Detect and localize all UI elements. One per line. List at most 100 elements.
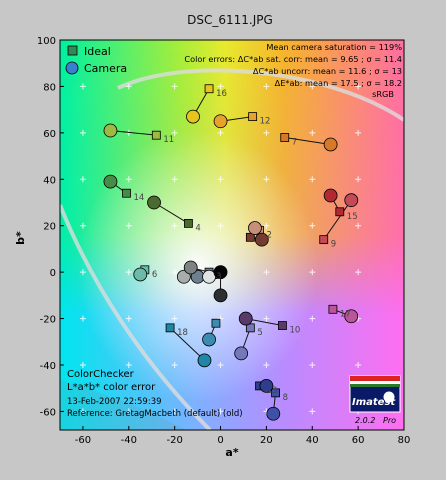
plot-frame [59,39,405,431]
y-tick-label: -20 [40,315,56,326]
stats-block: Mean camera saturation = 119% Color erro… [184,42,402,99]
info-block: ColorChecker L*a*b* color error 13-Feb-2… [67,369,243,419]
ideal-marker [245,232,255,242]
x-tick-label: -20 [166,435,182,446]
grid-plus-marker [171,362,178,368]
grid-plus-marker [125,176,132,183]
grid-plus-marker [79,269,86,276]
patch-label: 2 [267,230,272,240]
ideal-marker [122,188,131,198]
camera-marker [176,269,191,284]
camera-marker [248,221,262,235]
grid-plus-marker [309,129,316,136]
error-line [169,327,205,361]
grid-plus-marker [263,315,270,322]
axes: -60 -40 -20 0 20 40 60 80 -60 -40 -20 0 20 40 60 80 100 [37,36,410,446]
legend-camera-label: Camera [84,62,127,75]
camera-marker [213,265,228,280]
y-tick-label: 0 [50,268,56,279]
grid-plus-marker [125,362,132,368]
ideal-marker [211,318,221,328]
stats-line-delta-e: ΔE*ab: mean = 17.5 ; σ = 18.2 [275,78,402,88]
grid-plus-marker [309,83,316,90]
grid-plus-marker [171,129,178,136]
camera-marker [133,267,148,282]
grid-plus-marker [217,222,224,229]
ideal-marker [151,130,161,140]
grid-plus-marker [309,222,316,229]
grid-plus-marker [79,315,86,322]
y-tick-label: -60 [40,407,56,418]
ideal-marker [335,207,345,217]
patch-label: 4 [195,223,200,233]
grid-plus-marker [263,362,270,368]
x-tick-label: 80 [398,435,411,446]
camera-marker [103,123,118,138]
patch-label: 18 [177,328,188,338]
patch-label: 14 [134,193,145,203]
patch-label: 10 [289,326,300,336]
camera-marker [183,260,198,275]
ideal-marker [165,323,175,333]
gamut-curve-top [117,68,404,122]
ideal-marker [245,323,255,333]
grid-plus-marker [171,83,178,90]
patch-label: 6 [152,270,157,280]
timestamp: 13-Feb-2007 22:59:39 [67,397,162,407]
camera-marker [266,406,281,421]
reference-text: Reference: GretagMacbeth (default) (old) [67,409,243,419]
grid-plus-marker [309,315,316,322]
camera-marker [259,378,274,393]
grid-plus-marker [309,176,316,183]
x-tick-label: 40 [306,435,319,446]
y-tick-label: 100 [37,36,56,47]
logo-edition: Pro [383,416,396,425]
camera-marker [254,232,269,247]
patch-label: 13 [267,386,278,396]
camera-marker [213,288,228,303]
patch-label: 9 [331,240,336,250]
x-tick-label: -60 [75,435,91,446]
grid-plus-marker [355,269,362,276]
ideal-marker [204,84,214,94]
camera-marker [186,109,200,124]
grid-plus-marker [217,315,224,322]
stats-line-sat-corr: Color errors: ΔC*ab sat. corr: mean = 9.… [184,54,402,64]
grid-plus-marker [217,362,224,368]
x-axis-label: a* [225,446,238,459]
grid-plus-marker [309,269,316,276]
patch-label: 16 [216,89,227,99]
camera-marker [147,195,161,210]
grid-plus-marker [263,269,270,276]
grid-plus-marker [217,83,224,90]
grid-plus-marker [217,408,224,415]
legend-ideal-label: Ideal [84,45,111,58]
patch-label: 12 [260,117,271,127]
grid-plus-marker [79,408,86,415]
legend-ideal-swatch [67,45,78,56]
plot-background [60,40,404,430]
ideal-marker [271,388,280,398]
chart-subtitle: L*a*b* color error [67,382,156,393]
dark-corner [60,380,185,430]
chart-title: DSC_6111.JPG [187,13,273,27]
stats-line-uncorr: ΔC*ab uncorr: mean = 11.6 ; σ = 13 [253,66,402,76]
logo-text: Imatest [352,397,396,408]
error-line [110,130,157,136]
grid-plus-marker [263,222,270,229]
camera-marker [202,269,216,284]
grid-plus-marker [125,315,132,322]
grid-plus-marker [79,222,86,229]
y-tick-label: 80 [43,82,56,93]
grid-markers [79,83,362,415]
error-line [323,199,352,240]
grid-plus-marker [355,222,362,229]
grid-plus-marker [217,176,224,183]
grid-plus-marker [263,176,270,183]
camera-marker [103,174,118,189]
grid-plus-marker [171,176,178,183]
grid-plus-marker [125,83,132,90]
camera-marker [234,346,249,361]
ideal-marker [278,321,287,330]
